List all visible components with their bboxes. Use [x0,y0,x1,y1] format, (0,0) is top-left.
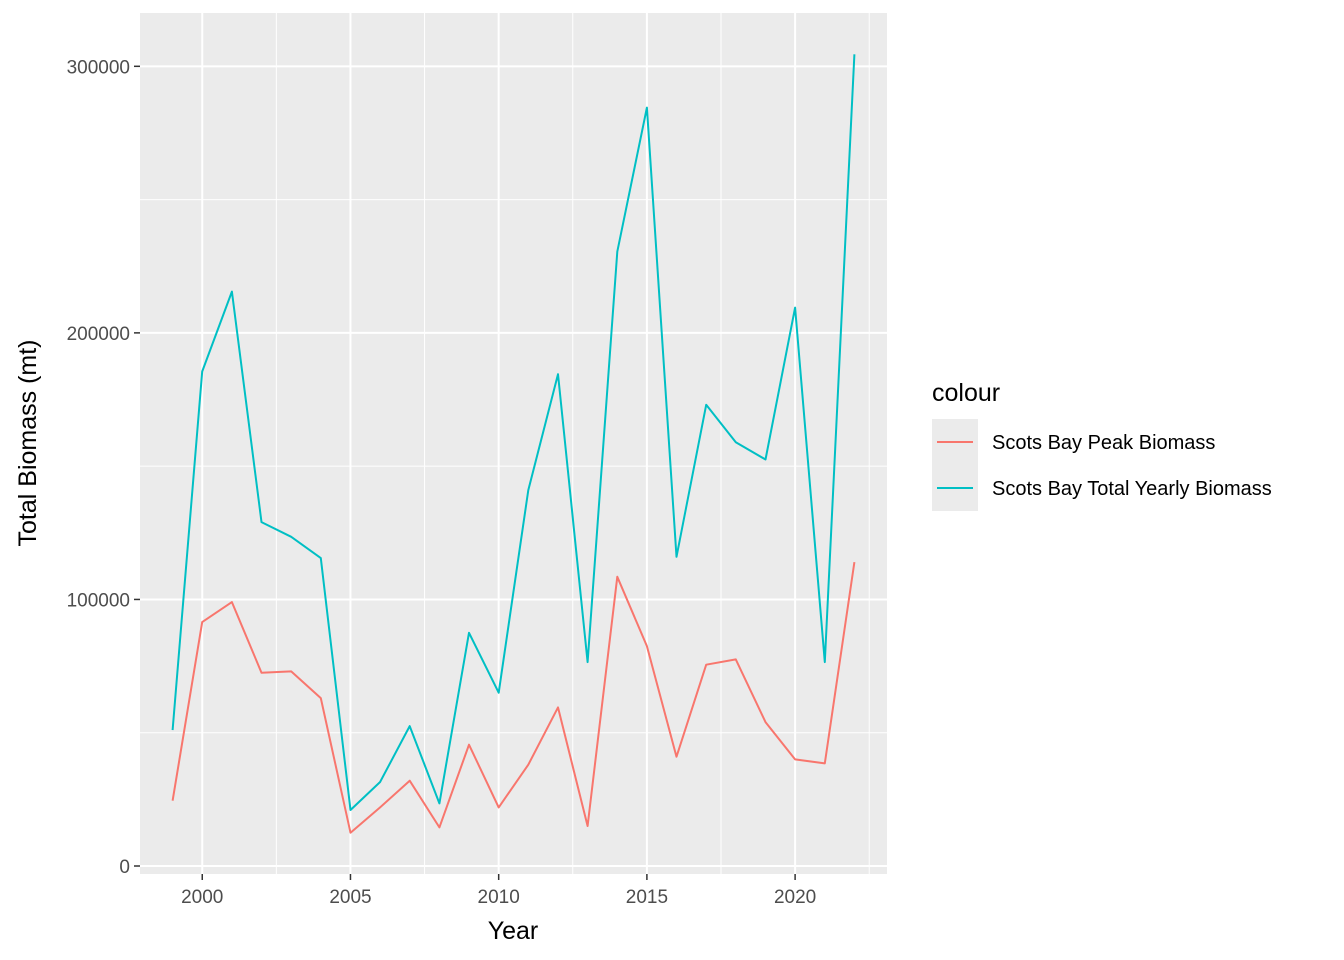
x-tick-label: 2015 [626,887,668,908]
grid-minor [140,13,887,874]
y-tick-label: 100000 [67,590,130,611]
legend: colour Scots Bay Peak Biomass Scots Bay T… [932,379,1272,511]
y-tick-label: 300000 [67,57,130,78]
y-tick-labels: 0 100000 200000 300000 [67,57,130,878]
y-tick-label: 0 [119,857,130,878]
legend-label-2: Scots Bay Total Yearly Biomass [992,478,1272,500]
grid-major [140,13,887,874]
series-line-1 [171,561,856,834]
x-tick-label: 2005 [329,887,371,908]
x-tick-label: 2010 [478,887,520,908]
legend-title: colour [932,379,1000,407]
series-layer [171,54,856,834]
series-line-2 [171,54,856,811]
legend-label-1: Scots Bay Peak Biomass [992,432,1215,454]
x-tick-label: 2020 [774,887,816,908]
axis-ticks [134,65,796,880]
legend-items: Scots Bay Peak Biomass Scots Bay Total Ye… [932,419,1272,511]
plot-panel [140,13,887,874]
x-tick-labels: 2000 2005 2010 2015 2020 [181,887,816,908]
x-axis-title: Year [488,917,539,945]
y-tick-label: 200000 [67,324,130,345]
y-axis-title: Total Biomass (mt) [14,340,42,547]
x-tick-label: 2000 [181,887,223,908]
